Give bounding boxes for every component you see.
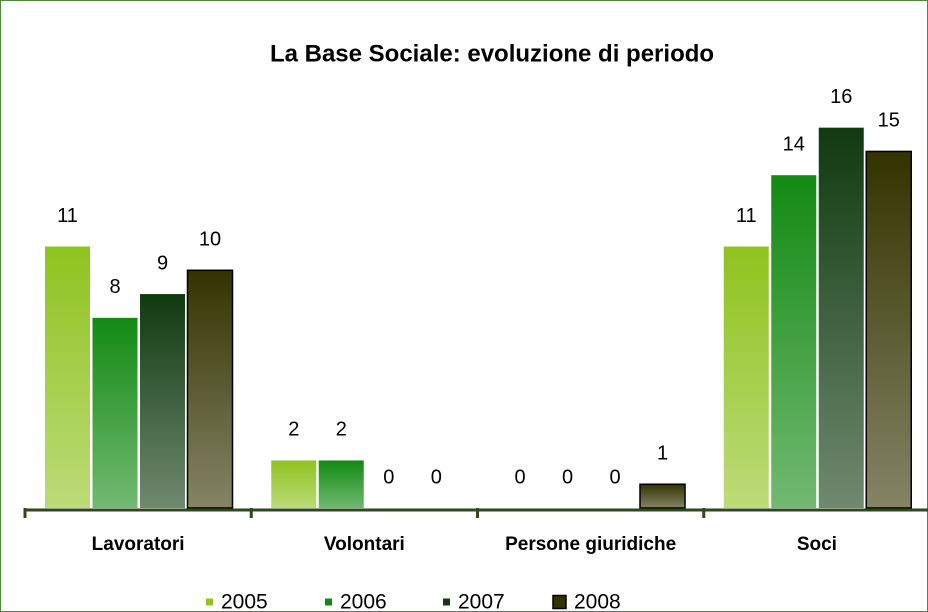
bar: [723, 246, 769, 508]
data-label: 2: [336, 419, 347, 441]
bar: [140, 294, 185, 508]
legend-label: 2008: [574, 591, 621, 612]
bar: [186, 269, 234, 509]
bar: [639, 483, 686, 509]
data-label: 0: [383, 466, 394, 488]
legend-swatch: [206, 598, 213, 606]
legend-swatch: [325, 598, 332, 606]
bar: [818, 127, 864, 509]
legend-label: 2007: [458, 591, 505, 612]
data-label: 0: [562, 466, 573, 488]
bar: [45, 246, 90, 508]
x-tick-label: Volontari: [324, 534, 405, 555]
chart-title: La Base Sociale: evoluzione di periodo: [270, 40, 714, 67]
data-label: 9: [157, 252, 168, 274]
data-label: 16: [830, 86, 852, 108]
data-label: 15: [878, 110, 900, 132]
data-label: 1: [657, 443, 668, 465]
data-label: 11: [57, 205, 78, 227]
x-tick-label: Persone giuridiche: [505, 534, 676, 555]
x-tick-label: Lavoratori: [92, 534, 185, 555]
data-label: 11: [736, 205, 757, 227]
bar: [865, 150, 912, 509]
bar: [318, 460, 364, 508]
data-label: 14: [783, 133, 805, 155]
bar: [92, 317, 138, 508]
bar: [771, 175, 817, 508]
legend-label: 2005: [221, 591, 268, 612]
bar: [271, 460, 317, 508]
legend-swatch: [552, 594, 567, 610]
data-label: 10: [199, 229, 221, 251]
data-label: 0: [609, 466, 620, 488]
legend-label: 2006: [340, 591, 387, 612]
data-label: 2: [288, 419, 299, 441]
data-label: 8: [109, 276, 120, 298]
data-label: 0: [431, 466, 442, 488]
data-label: 0: [514, 466, 525, 488]
legend-swatch: [443, 598, 450, 606]
x-tick-label: Soci: [797, 534, 837, 555]
